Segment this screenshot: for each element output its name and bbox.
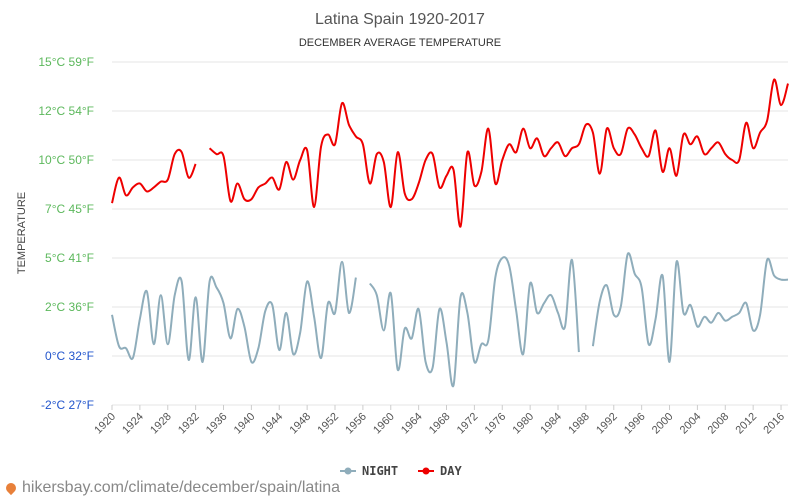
x-tick-label: 1940: [232, 411, 258, 437]
x-tick-label: 1960: [371, 411, 397, 437]
footer-site-link[interactable]: hikersbay.com/climate/december/spain/lat…: [22, 479, 341, 496]
gridlines: [112, 61, 788, 406]
x-tick-label: 1980: [510, 411, 536, 437]
x-tick-label: 1956: [343, 411, 369, 437]
x-tick-label: 1988: [566, 411, 592, 437]
y-tick-label: 0°C 32°F: [45, 349, 94, 363]
footer: hikersbay.com/climate/december/spain/lat…: [3, 479, 341, 497]
y-axis-label: TEMPERATURE: [16, 192, 28, 274]
y-tick-label: 12°C 54°F: [38, 104, 94, 118]
chart-subtitle: DECEMBER AVERAGE TEMPERATURE: [299, 37, 501, 49]
x-tick-label: 1952: [315, 411, 341, 437]
x-tick-label: 1984: [538, 411, 564, 437]
x-tick-label: 1992: [594, 411, 620, 437]
legend-label-day[interactable]: DAY: [440, 464, 462, 478]
series-lines: [111, 78, 789, 388]
x-axis-ticks: 1920 1924 1928 1932 1936 1940 1944 1948 1952 1956…: [92, 405, 787, 436]
legend: NIGHT DAY: [340, 464, 462, 478]
y-tick-label: 2°C 36°F: [45, 300, 94, 314]
y-tick-label: 10°C 50°F: [38, 153, 94, 167]
legend-marker-day: [422, 467, 430, 475]
x-tick-label: 1964: [399, 411, 425, 437]
location-pin-icon: [3, 480, 19, 496]
chart-title: Latina Spain 1920-2017: [315, 11, 485, 28]
series-line-day: [208, 78, 789, 228]
y-tick-label: -2°C 27°F: [41, 398, 94, 412]
x-tick-label: 2016: [761, 411, 787, 437]
y-tick-label: 7°C 45°F: [45, 202, 94, 216]
y-tick-label: 15°C 59°F: [38, 55, 94, 69]
x-tick-label: 1976: [483, 411, 509, 437]
x-tick-label: 2008: [706, 411, 732, 437]
series-line-night: [369, 256, 580, 388]
series-line-day: [111, 148, 197, 204]
x-tick-label: 2004: [678, 411, 704, 437]
x-tick-label: 1936: [204, 411, 230, 437]
legend-marker-night: [344, 467, 352, 475]
legend-label-night[interactable]: NIGHT: [362, 464, 398, 478]
x-tick-label: 1920: [92, 411, 118, 437]
x-tick-label: 1948: [287, 411, 313, 437]
x-tick-label: 2012: [733, 411, 759, 437]
x-tick-label: 1972: [455, 411, 481, 437]
y-tick-label: 5°C 41°F: [45, 251, 94, 265]
x-tick-label: 1996: [622, 411, 648, 437]
x-tick-label: 1932: [176, 411, 202, 437]
x-tick-label: 2000: [650, 411, 676, 437]
x-tick-label: 1944: [260, 411, 286, 437]
x-tick-label: 1924: [120, 411, 146, 437]
series-line-night: [111, 260, 357, 364]
series-line-night: [591, 252, 789, 363]
x-tick-label: 1928: [148, 411, 174, 437]
x-tick-label: 1968: [427, 411, 453, 437]
y-axis-ticks: 15°C 59°F 12°C 54°F 10°C 50°F 7°C 45°F 5°C 4…: [38, 55, 94, 412]
